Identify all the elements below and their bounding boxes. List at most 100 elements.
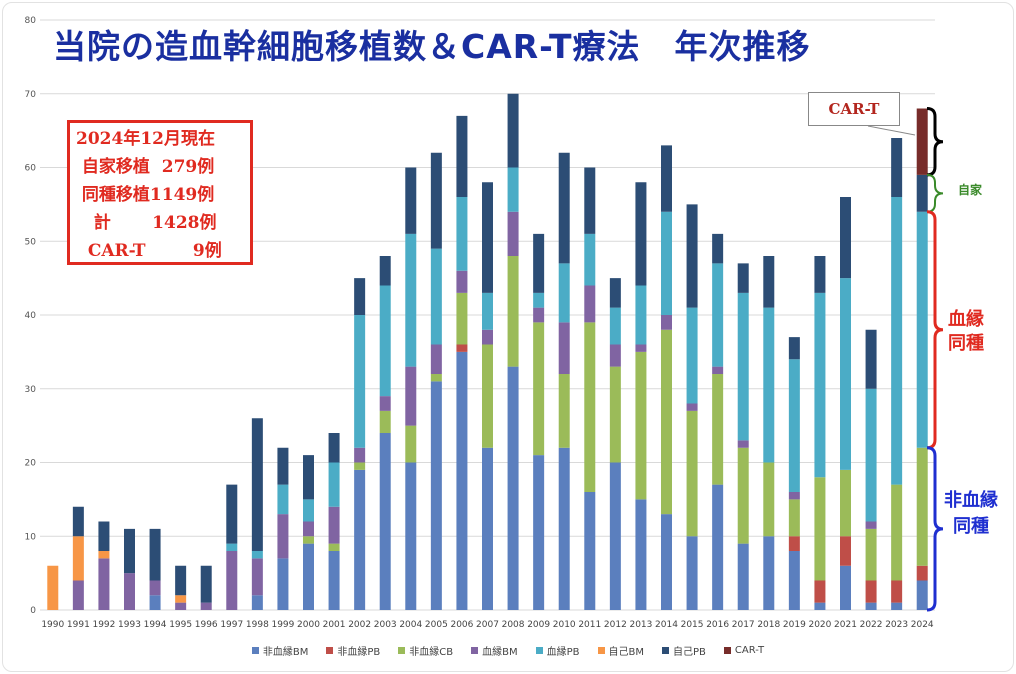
x-tick-labels: 1990 1991 1992 1993 1994 1995 1996 1997 1998 1999… xyxy=(41,620,934,630)
bar-segment xyxy=(175,565,187,596)
bar-segment xyxy=(405,167,417,234)
bar-segment xyxy=(558,152,570,264)
bar-segment xyxy=(533,322,545,456)
related-allo-label: 血縁 同種 xyxy=(948,308,984,356)
bar-segment xyxy=(303,455,314,500)
x-tick-label: 2020 xyxy=(808,620,831,630)
bar-segment xyxy=(840,278,851,470)
unrelated-label-line2: 同種 xyxy=(953,516,989,537)
x-tick-label: 2023 xyxy=(885,620,908,630)
x-tick-label: 1991 xyxy=(67,620,90,630)
bar-segment xyxy=(788,551,800,610)
bar-segment xyxy=(712,366,724,374)
x-tick-label: 2022 xyxy=(860,620,883,630)
bar-segment xyxy=(226,484,238,544)
bar-segment xyxy=(456,292,468,345)
bar-segment xyxy=(686,536,698,610)
bar-segment xyxy=(251,551,263,559)
chart-legend: 非血縁BM 非血縁PB 非血縁CB 血縁BM 血縁PB 自己BM 自己PB CAR-T xyxy=(0,643,1016,658)
bar-segment xyxy=(840,197,851,279)
legend-item: 自己BM xyxy=(597,643,645,658)
summary-box: 2024年12月現在 自家移植 279例 同種移植1149例 計 1428例 C… xyxy=(67,120,253,265)
bar-segment xyxy=(840,536,851,566)
legend-swatch xyxy=(535,647,543,654)
summary-line: 2024年12月現在 xyxy=(76,129,215,149)
y-tick-label: 40 xyxy=(25,311,37,321)
y-tick-label: 10 xyxy=(25,532,37,542)
summary-line: CAR-T 9例 xyxy=(76,241,222,261)
bar-segment xyxy=(891,580,903,603)
bar-segment xyxy=(251,418,263,551)
bar-segment xyxy=(533,292,545,308)
bar-segment xyxy=(584,233,596,286)
bar-segment xyxy=(865,580,877,603)
bar-segment xyxy=(507,366,519,610)
bar-segment xyxy=(558,374,570,448)
bar-segment xyxy=(584,322,596,492)
bar-segment xyxy=(507,211,519,256)
bar-segment xyxy=(456,197,468,271)
bar-segment xyxy=(149,595,161,610)
bar-segment xyxy=(661,315,672,330)
bar-segment xyxy=(814,292,826,478)
bar-segment xyxy=(686,410,698,537)
bar-segment xyxy=(251,595,263,610)
legend-item: 非血縁CB xyxy=(398,643,453,658)
bar-segment xyxy=(558,447,570,610)
bar-segment xyxy=(916,211,928,448)
bar-segment xyxy=(916,174,928,212)
y-tick-label: 20 xyxy=(25,459,37,469)
legend-swatch xyxy=(471,647,479,654)
bar-segment xyxy=(891,197,903,485)
legend-item: 自己PB xyxy=(662,643,706,658)
bar-segment xyxy=(277,558,289,610)
bar-segment xyxy=(865,329,877,389)
bar-segment xyxy=(558,322,570,374)
bar-segment xyxy=(686,204,698,308)
cart-callout-box: CAR-T xyxy=(808,92,900,126)
brace xyxy=(926,173,944,213)
legend-item: 血縁BM xyxy=(471,643,518,658)
bar-segment xyxy=(865,521,877,529)
bar-segment xyxy=(124,573,135,610)
cart-callout-pointer xyxy=(867,125,916,136)
legend-label: 非血縁CB xyxy=(409,647,454,658)
unrelated-label-line1: 非血縁 xyxy=(944,490,998,511)
bar-segment xyxy=(609,344,621,367)
bar-segment xyxy=(763,307,775,463)
bar-segment xyxy=(635,499,647,610)
bar-segment xyxy=(72,506,84,537)
bar-segment xyxy=(430,248,442,345)
autologous-label: 自家 xyxy=(958,183,983,197)
legend-label: 自己BM xyxy=(608,647,645,658)
bar-segment xyxy=(328,433,340,463)
bar-segment xyxy=(303,536,314,544)
bar-segment xyxy=(865,388,877,522)
bar-segment xyxy=(379,410,391,433)
bar-segment xyxy=(200,565,212,603)
y-tick-label: 50 xyxy=(25,237,37,247)
bar-segment xyxy=(865,602,877,610)
x-tick-label: 2003 xyxy=(374,620,397,630)
bar-segment xyxy=(47,565,59,610)
x-tick-label: 2007 xyxy=(476,620,499,630)
bar-segment xyxy=(916,580,928,610)
bar-segment xyxy=(635,285,647,345)
bar-segment xyxy=(175,602,187,610)
y-tick-label: 0 xyxy=(30,606,36,616)
bar-segment xyxy=(405,366,417,426)
bar-segment xyxy=(430,381,442,610)
brace xyxy=(926,107,944,177)
bar-segment xyxy=(328,506,340,544)
bar-segment xyxy=(328,543,340,551)
bar-segment xyxy=(712,374,724,485)
bar-segment xyxy=(712,484,724,610)
bar-segment xyxy=(712,263,724,367)
bar-segment xyxy=(609,307,621,345)
bar-segment xyxy=(533,455,545,610)
bar-segment xyxy=(482,344,493,448)
y-tick-labels: 0 10 20 30 40 50 60 70 80 xyxy=(25,16,37,616)
x-tick-label: 1998 xyxy=(246,620,269,630)
bar-segment xyxy=(763,462,775,537)
